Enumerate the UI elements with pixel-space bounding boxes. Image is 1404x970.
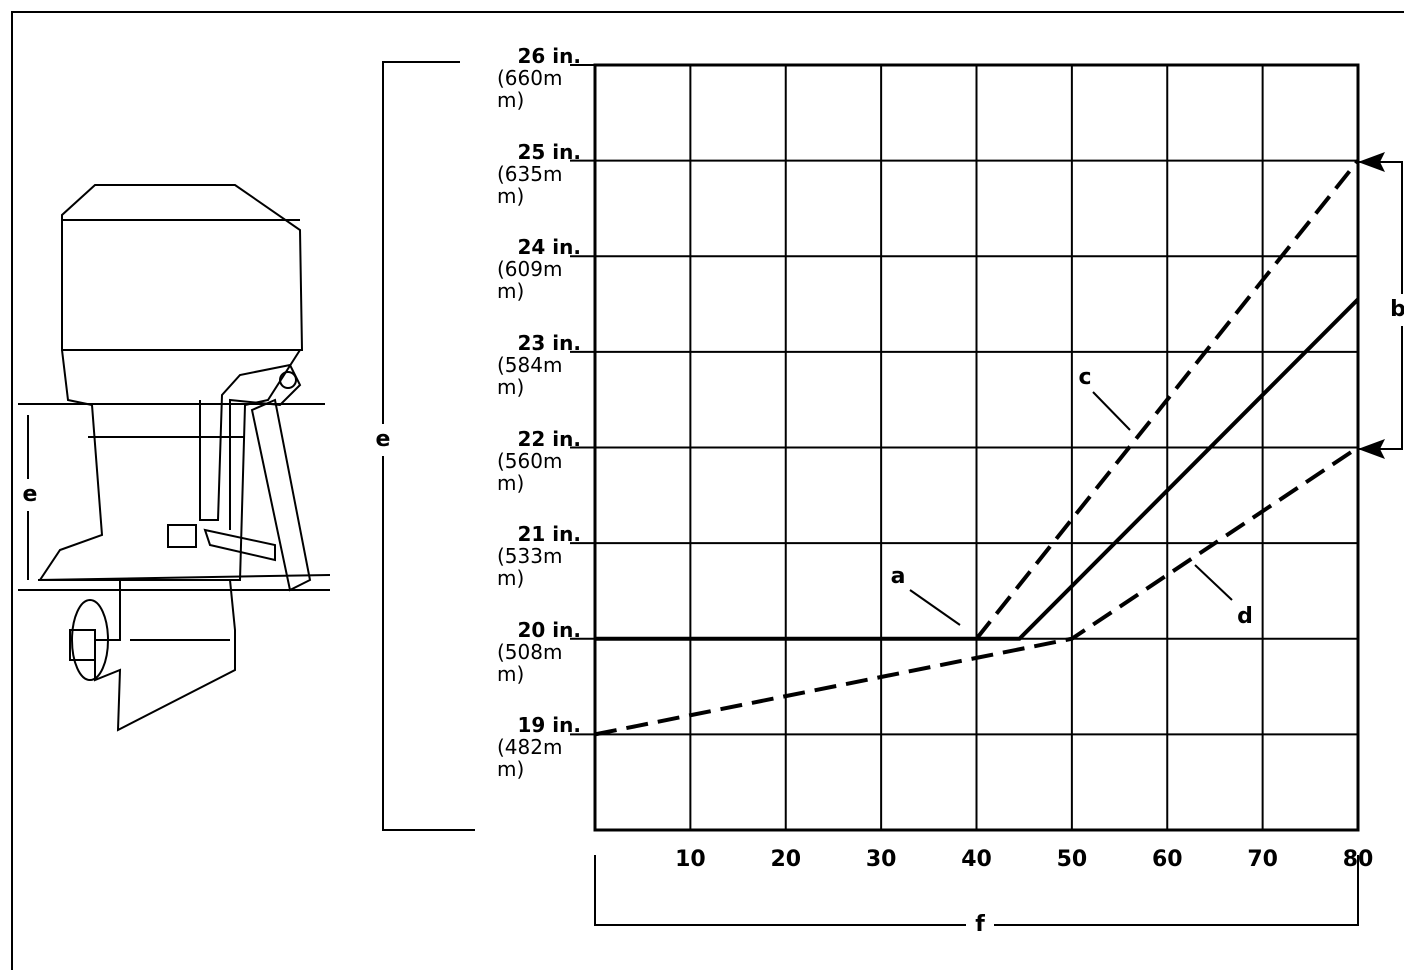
y-tick-inch: 25 in. [497,141,589,163]
x-tick-label: 60 [1152,847,1183,872]
series-label: d [1237,604,1253,629]
arrowheads [1358,152,1385,459]
y-tick-metric: (635mm) [497,163,563,207]
annotation: b [1390,297,1404,322]
callout-line [910,590,960,625]
y-tick-metric: (660mm) [497,67,563,111]
y-tick-metric: (533mm) [497,545,563,589]
y-tick-inch: 22 in. [497,428,589,450]
frame [12,12,1404,970]
annotation: e [23,482,38,507]
y-tick-metric: (609mm) [497,258,563,302]
annotation: e [376,427,391,452]
y-tick-inch: 19 in. [497,714,589,736]
y-tick-label: 23 in.(584mm) [497,332,589,398]
y-tick-label: 19 in.(482mm) [497,714,589,780]
y-tick-label: 26 in.(660mm) [497,45,589,111]
page: 1020304050607080acdbeef (() => { const d… [0,0,1404,970]
x-tick-label: 70 [1247,847,1278,872]
y-tick-label: 21 in.(533mm) [497,523,589,589]
x-tick-label: 40 [961,847,992,872]
series-label: a [891,564,906,589]
y-tick-label: 25 in.(635mm) [497,141,589,207]
outboard-motor [18,185,330,730]
callout-line [1093,392,1130,430]
x-tick-label: 50 [1057,847,1088,872]
y-tick-metric: (482mm) [497,736,563,780]
y-tick-metric: (560mm) [497,450,563,494]
y-tick-inch: 20 in. [497,619,589,641]
y-tick-inch: 21 in. [497,523,589,545]
y-tick-inch: 26 in. [497,45,589,67]
x-tick-label: 80 [1343,847,1374,872]
x-tick-label: 20 [770,847,801,872]
callout-line [1195,565,1232,600]
y-tick-label: 22 in.(560mm) [497,428,589,494]
annotation: f [975,912,985,937]
y-tick-inch: 24 in. [497,236,589,258]
y-tick-inch: 23 in. [497,332,589,354]
y-tick-metric: (584mm) [497,354,563,398]
y-tick-label: 24 in.(609mm) [497,236,589,302]
x-tick-label: 10 [675,847,706,872]
y-tick-label: 20 in.(508mm) [497,619,589,685]
y-tick-metric: (508mm) [497,641,563,685]
series-label: c [1078,365,1091,390]
diagram: 10 20 30 40 50 60 70 80 a c d b e e f [0,0,1404,970]
x-tick-label: 30 [866,847,897,872]
